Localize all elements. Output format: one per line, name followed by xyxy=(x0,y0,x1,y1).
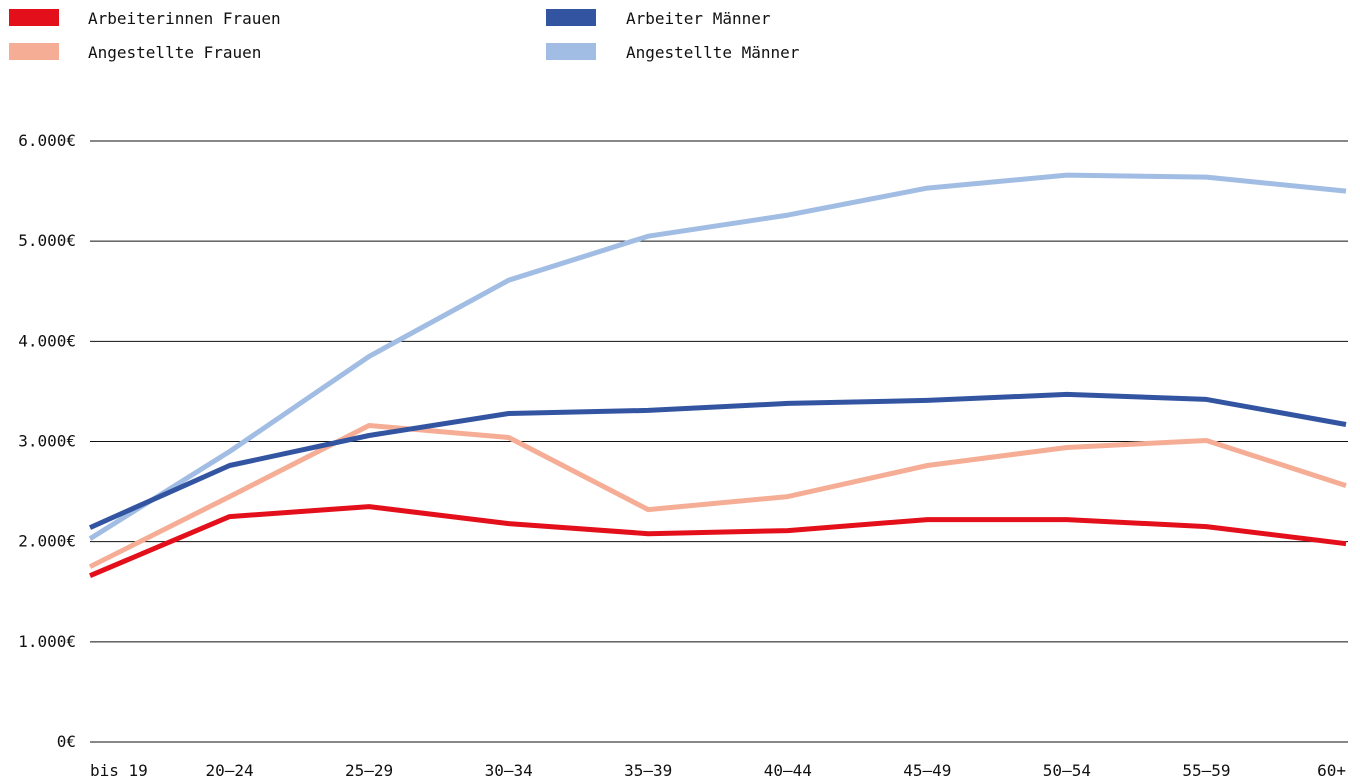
x-tick-label-7: 50–54 xyxy=(1043,761,1091,780)
x-tick-label-9: 60+ xyxy=(1317,761,1346,780)
x-tick-label-1: 20–24 xyxy=(205,761,253,780)
y-tick-label-5: 5.000€ xyxy=(18,231,76,250)
x-axis: bis 19 20–24 25–29 30–34 35–39 40–44 45–49 50–5… xyxy=(90,761,1346,780)
series-line-2 xyxy=(88,423,1347,569)
series-line-0 xyxy=(89,504,1347,579)
legend-swatch-2 xyxy=(9,43,59,60)
legend-swatch-3 xyxy=(546,43,596,60)
y-tick-label-6: 6.000€ xyxy=(18,131,76,150)
x-tick-label-0: bis 19 xyxy=(90,761,148,780)
gridlines xyxy=(90,140,1348,743)
y-tick-label-2: 2.000€ xyxy=(18,532,76,551)
x-tick-label-8: 55–59 xyxy=(1182,761,1230,780)
legend-label-2: Angestellte Frauen xyxy=(88,43,261,62)
x-tick-label-4: 35–39 xyxy=(624,761,672,780)
series-line-3 xyxy=(88,172,1347,541)
legend: Arbeiterinnen Frauen Arbeiter Männer Anges… xyxy=(9,9,800,62)
legend-swatch-1 xyxy=(546,9,596,26)
legend-label-0: Arbeiterinnen Frauen xyxy=(88,9,281,28)
y-axis: 0€ 1.000€ 2.000€ 3.000€ 4.000€ 5.000€ 6.000€ xyxy=(18,131,76,751)
y-tick-label-0: 0€ xyxy=(57,732,76,751)
legend-swatch-0 xyxy=(9,9,59,26)
series-lines xyxy=(88,172,1347,579)
x-tick-label-3: 30–34 xyxy=(485,761,533,780)
y-tick-label-3: 3.000€ xyxy=(18,432,76,451)
x-tick-label-5: 40–44 xyxy=(764,761,812,780)
legend-label-3: Angestellte Männer xyxy=(626,43,800,62)
x-tick-label-2: 25–29 xyxy=(345,761,393,780)
y-tick-label-4: 4.000€ xyxy=(18,331,76,350)
series-line-1 xyxy=(88,391,1347,530)
y-tick-label-1: 1.000€ xyxy=(18,632,76,651)
x-tick-label-6: 45–49 xyxy=(903,761,951,780)
legend-label-1: Arbeiter Männer xyxy=(626,9,771,28)
